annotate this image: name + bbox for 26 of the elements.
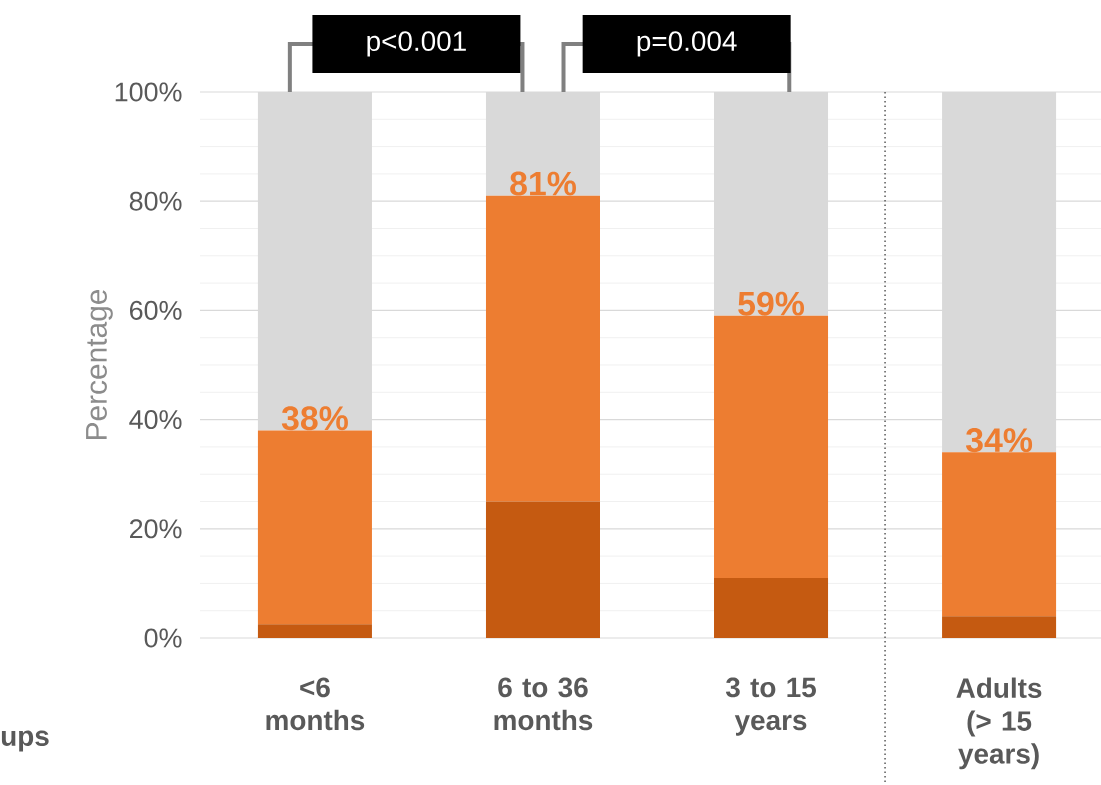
y-tick-label: 100%: [115, 82, 182, 102]
x-tick-label: 3 to 15 years: [725, 677, 816, 736]
text: p<0.001: [367, 31, 466, 57]
annotation: 38%: [281, 406, 348, 431]
bar: [714, 577, 829, 638]
y-tick-label: 60%: [130, 300, 182, 320]
annotation: 81%: [510, 171, 576, 196]
annotation: 34%: [965, 428, 1033, 453]
x-tick-label: 6 to 36 months: [494, 677, 593, 731]
y-axis-title: Percentage: [86, 289, 113, 439]
bar: [942, 452, 1057, 617]
bar: [257, 624, 372, 638]
bar: [485, 195, 600, 502]
annotation: 59%: [738, 291, 805, 316]
x-tick-label: Adults (> 15 years): [956, 677, 1042, 770]
bar: [485, 501, 600, 638]
y-tick-label: 20%: [130, 519, 182, 539]
y-tick-label: 80%: [129, 191, 182, 211]
y-tick-label: 40%: [129, 410, 182, 430]
y-tick-label: 0%: [144, 628, 182, 648]
bar: [942, 616, 1057, 638]
x-axis-title: ups: [1, 730, 49, 752]
x-tick-label: <6 months: [266, 677, 365, 731]
bar: [714, 315, 829, 578]
bar: [257, 430, 372, 625]
text: p=0.004: [637, 31, 737, 57]
